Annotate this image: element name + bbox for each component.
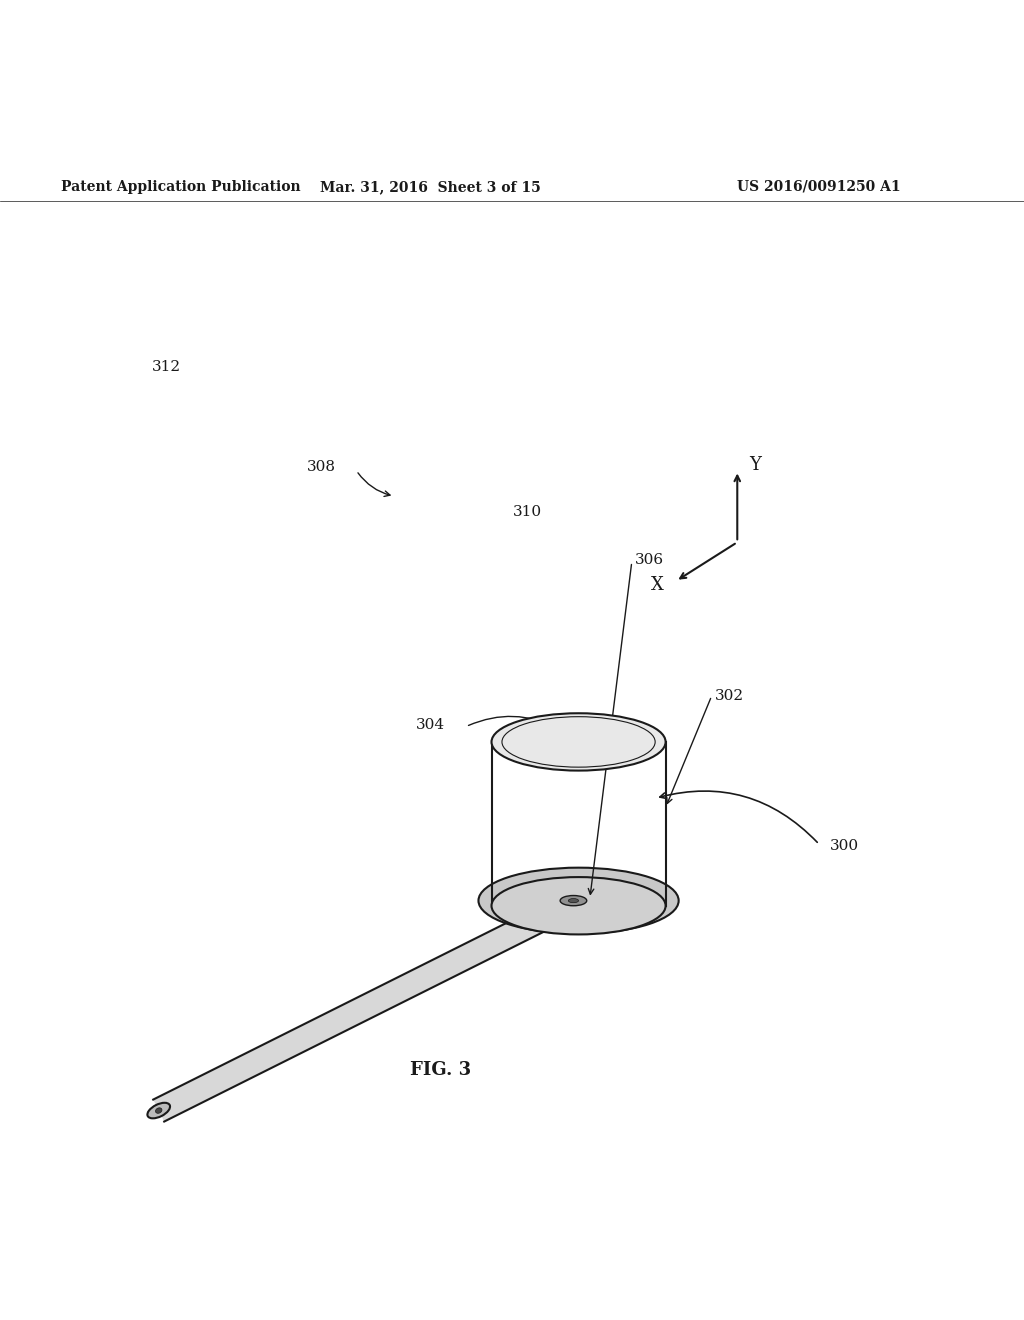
Text: Y: Y [750, 457, 762, 474]
Text: Mar. 31, 2016  Sheet 3 of 15: Mar. 31, 2016 Sheet 3 of 15 [319, 180, 541, 194]
Text: Patent Application Publication: Patent Application Publication [61, 180, 301, 194]
Text: X: X [650, 577, 664, 594]
Text: 312: 312 [153, 360, 181, 374]
Polygon shape [154, 900, 563, 1122]
Text: 304: 304 [417, 718, 445, 731]
Text: 300: 300 [829, 840, 858, 853]
Ellipse shape [560, 895, 587, 906]
Text: US 2016/0091250 A1: US 2016/0091250 A1 [737, 180, 901, 194]
Text: 310: 310 [513, 504, 542, 519]
Ellipse shape [147, 1102, 170, 1118]
Ellipse shape [568, 899, 579, 903]
Text: 306: 306 [635, 553, 664, 566]
Text: 302: 302 [715, 689, 743, 702]
Text: 308: 308 [307, 461, 336, 474]
Ellipse shape [478, 867, 679, 933]
Ellipse shape [156, 1107, 162, 1113]
Text: FIG. 3: FIG. 3 [410, 1060, 471, 1078]
Ellipse shape [492, 713, 666, 771]
Ellipse shape [492, 876, 666, 935]
